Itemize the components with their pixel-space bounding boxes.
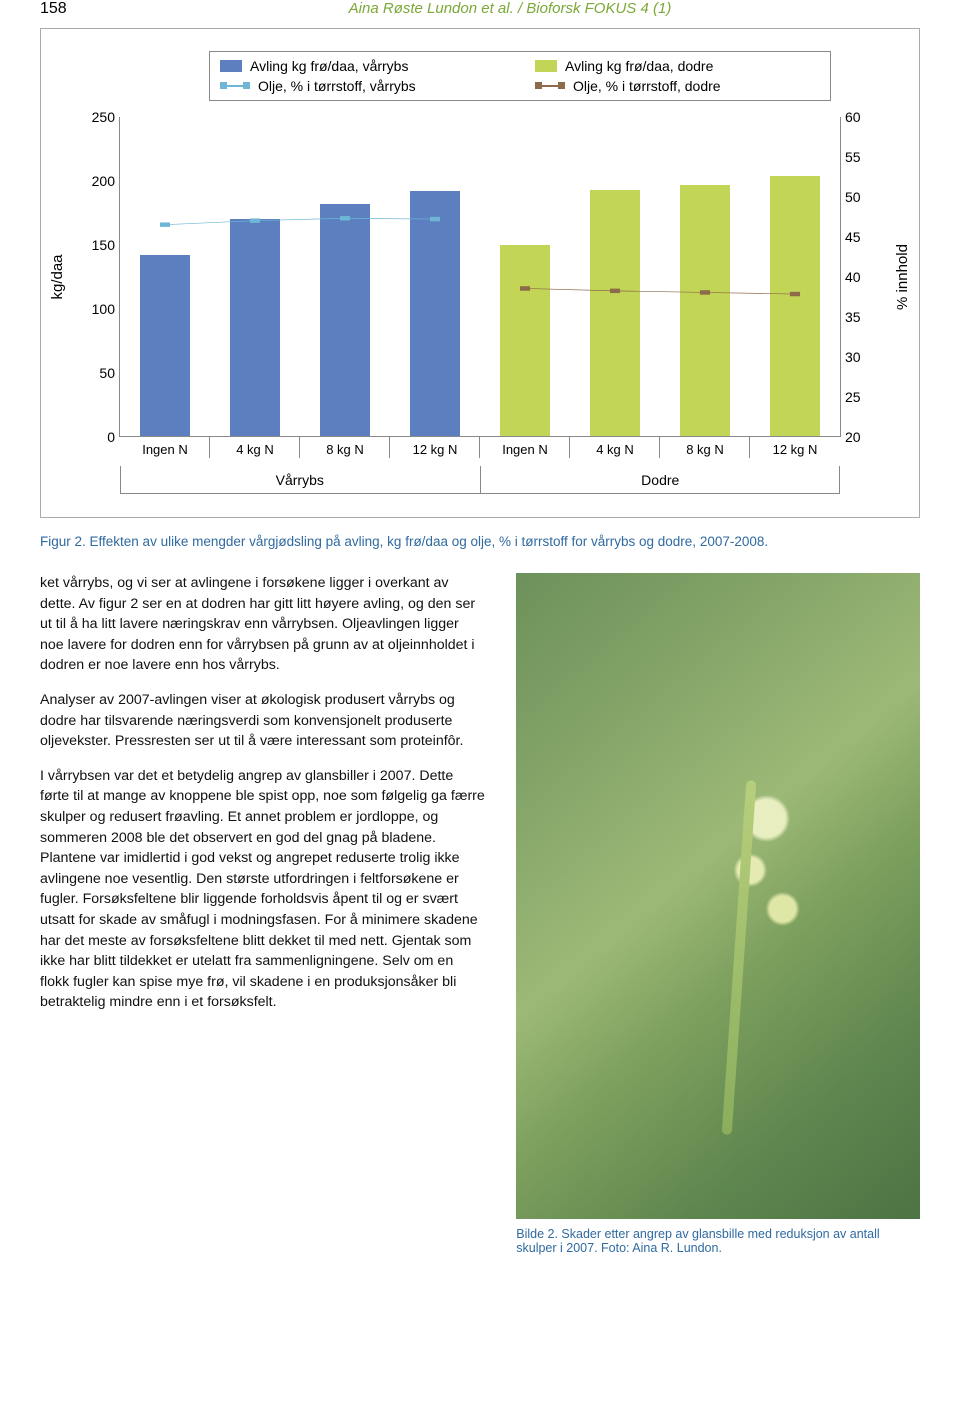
y-tick-right: 55: [845, 149, 895, 165]
y-tick-left: 0: [65, 429, 115, 445]
y-tick-right: 25: [845, 389, 895, 405]
page-number: 158: [40, 0, 100, 18]
x-tick-label: 12 kg N: [390, 436, 480, 457]
figure-2-chart: Avling kg frø/daa, vårrybs Avling kg frø…: [40, 28, 920, 518]
running-head: Aina Røste Lundon et al. / Bioforsk FOKU…: [100, 0, 920, 17]
paragraph: ket vårrybs, og vi ser at avlingene i fo…: [40, 573, 486, 676]
x-tick-label: 8 kg N: [300, 436, 390, 457]
y-tick-left: 250: [65, 109, 115, 125]
legend-swatch-line-dodre: [535, 85, 565, 87]
x-axis-ticks: Ingen N4 kg N8 kg N12 kg NIngen N4 kg N8…: [120, 436, 840, 457]
y-tick-right: 30: [845, 349, 895, 365]
x-tick-label: 8 kg N: [660, 436, 750, 457]
y-tick-right: 45: [845, 229, 895, 245]
legend-swatch-line-varrybs: [220, 85, 250, 87]
figure-photo: [516, 573, 920, 1219]
bar: [230, 219, 280, 436]
bar: [500, 245, 550, 436]
x-tick-label: Ingen N: [120, 436, 210, 457]
y-tick-left: 50: [65, 365, 115, 381]
y-tick-right: 50: [845, 189, 895, 205]
x-supercategory-label: Dodre: [481, 466, 841, 494]
paragraph: Analyser av 2007-avlingen viser at økolo…: [40, 690, 486, 752]
paragraph: I vårrybsen var det et betydelig angrep …: [40, 766, 486, 1013]
body-text-column: ket vårrybs, og vi ser at avlingene i fo…: [40, 573, 486, 1255]
bar: [770, 176, 820, 436]
x-axis-supercategories: VårrybsDodre: [120, 466, 840, 494]
legend-label: Olje, % i tørrstoff, vårrybs: [258, 78, 416, 94]
y-tick-left: 150: [65, 237, 115, 253]
bar: [140, 255, 190, 436]
legend-swatch-bar-dodre: [535, 60, 557, 72]
y-axis-right-label: % innhold: [894, 244, 911, 310]
y-tick-right: 20: [845, 429, 895, 445]
y-tick-left: 200: [65, 173, 115, 189]
x-tick-label: Ingen N: [480, 436, 570, 457]
chart-legend: Avling kg frø/daa, vårrybs Avling kg frø…: [209, 51, 831, 101]
y-tick-right: 35: [845, 309, 895, 325]
legend-label: Olje, % i tørrstoff, dodre: [573, 78, 721, 94]
bar: [590, 190, 640, 436]
x-tick-label: 4 kg N: [570, 436, 660, 457]
y-tick-right: 40: [845, 269, 895, 285]
legend-label: Avling kg frø/daa, dodre: [565, 58, 713, 74]
legend-label: Avling kg frø/daa, vårrybs: [250, 58, 408, 74]
y-axis-left-label: kg/daa: [49, 254, 66, 299]
x-tick-label: 4 kg N: [210, 436, 300, 457]
bar: [320, 204, 370, 436]
bar: [410, 191, 460, 436]
legend-swatch-bar-varrybs: [220, 60, 242, 72]
x-tick-label: 12 kg N: [750, 436, 840, 457]
y-axis-right: 202530354045505560: [845, 117, 895, 437]
y-tick-left: 100: [65, 301, 115, 317]
y-axis-left: 050100150200250: [65, 117, 115, 437]
plot-area: Ingen N4 kg N8 kg N12 kg NIngen N4 kg N8…: [119, 117, 841, 437]
bar: [680, 185, 730, 436]
figure-caption: Figur 2. Effekten av ulike mengder vårgj…: [40, 534, 920, 549]
y-tick-right: 60: [845, 109, 895, 125]
x-supercategory-label: Vårrybs: [120, 466, 481, 494]
photo-caption: Bilde 2. Skader etter angrep av glansbil…: [516, 1227, 920, 1255]
